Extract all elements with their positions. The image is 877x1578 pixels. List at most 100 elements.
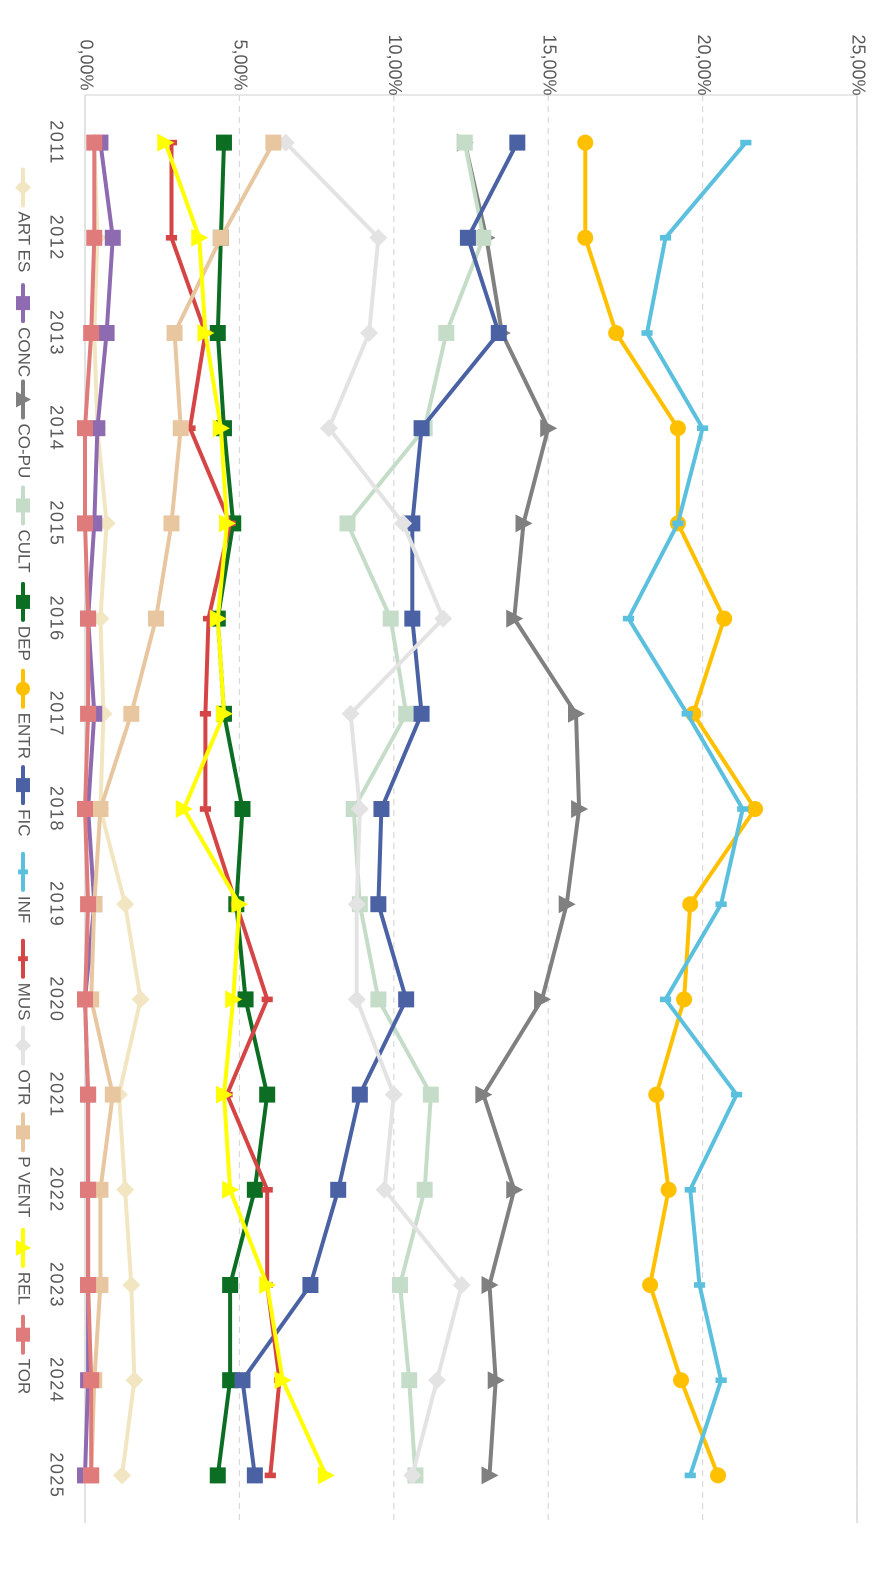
legend-item-mus: MUS (15, 938, 34, 1021)
data-point (672, 1372, 689, 1389)
data-point (681, 711, 693, 717)
series-rotated-group (77, 133, 764, 1485)
data-point (191, 228, 209, 247)
legend-item-dep: DEP (15, 581, 34, 661)
data-point (166, 325, 183, 341)
data-point (122, 1276, 141, 1294)
data-point (540, 419, 558, 438)
legend-label: DEP (15, 626, 34, 661)
data-point (391, 1277, 408, 1293)
data-point (404, 515, 421, 532)
data-point (347, 990, 366, 1009)
legend-label: MUS (15, 983, 34, 1021)
data-point (98, 325, 115, 341)
series-line (583, 140, 758, 1478)
series-line (626, 140, 748, 1478)
legend-label: CULT (15, 530, 34, 573)
data-point (77, 515, 93, 532)
data-point (123, 705, 140, 722)
y-tick-label: 25,00% (848, 34, 868, 95)
data-point (157, 133, 175, 152)
series-line (462, 140, 582, 1478)
data-point (669, 420, 686, 437)
data-point (265, 134, 282, 151)
x-tick-label: 2018 (46, 786, 66, 832)
series-rel (157, 133, 335, 1485)
data-point (231, 895, 249, 914)
data-point (92, 1181, 109, 1198)
data-point (222, 1180, 240, 1199)
legend-swatch-marker (16, 1125, 30, 1140)
series-tor (77, 134, 103, 1484)
x-tick-label: 2011 (46, 120, 66, 165)
legend-swatch-marker (16, 498, 30, 513)
data-point (219, 514, 237, 533)
x-tick-label: 2014 (46, 405, 66, 451)
legend-swatch-marker (16, 296, 30, 311)
data-point (608, 325, 625, 341)
legend-swatch-marker (16, 778, 30, 793)
data-point (715, 1377, 727, 1384)
data-point (490, 325, 507, 341)
legend-label: ART ES (15, 212, 34, 273)
data-point (104, 229, 121, 246)
data-point (534, 990, 552, 1009)
data-point (659, 996, 672, 1003)
data-point (116, 895, 135, 914)
data-point (199, 711, 212, 717)
data-point (264, 1472, 276, 1479)
data-point (515, 514, 533, 533)
data-point (567, 704, 585, 723)
data-point (509, 134, 526, 151)
data-point (92, 801, 109, 817)
data-point (422, 1086, 439, 1103)
data-point (80, 896, 97, 913)
data-point (83, 1467, 100, 1484)
data-point (382, 610, 399, 627)
legend-swatch-marker (16, 681, 30, 696)
data-point (672, 520, 684, 527)
data-point (261, 1187, 273, 1193)
data-point (360, 324, 379, 342)
legend-label: CONC (15, 327, 34, 377)
data-point (209, 1467, 226, 1484)
data-point (246, 1181, 263, 1198)
legend-item-conc: CONC (15, 283, 34, 377)
data-point (434, 609, 453, 628)
tick-labels: 0,00% 5,00% 10,00% 15,00% 20,00% 25,00% 2011 20… (46, 34, 868, 1498)
data-point (747, 801, 764, 817)
data-point (77, 991, 93, 1008)
legend-swatch-marker (16, 391, 31, 408)
data-point (370, 991, 387, 1008)
data-point (398, 705, 415, 722)
legend-item-co-pu: CO-PU (15, 379, 34, 478)
series-layer (77, 133, 764, 1485)
data-point (715, 901, 727, 908)
data-point (696, 425, 709, 431)
data-point (370, 896, 387, 913)
data-point (234, 801, 251, 817)
data-point (199, 806, 212, 812)
data-point (77, 420, 93, 437)
data-point (83, 1372, 100, 1389)
data-point (222, 1277, 239, 1293)
data-point (319, 419, 338, 438)
data-point (710, 1467, 727, 1484)
data-point (131, 990, 150, 1009)
data-point (302, 1277, 319, 1293)
data-point (558, 895, 576, 914)
data-point (506, 1180, 524, 1199)
data-point (428, 1371, 447, 1390)
x-tick-label: 2012 (46, 215, 66, 261)
legend-swatch-marker (15, 1037, 31, 1054)
data-point (165, 235, 178, 241)
legend-item-rel: REL (15, 1227, 34, 1305)
data-point (413, 705, 430, 722)
x-tick-label: 2020 (46, 976, 66, 1022)
data-point (622, 615, 635, 622)
y-tick-label: 15,00% (539, 34, 559, 95)
data-point (413, 420, 430, 437)
y-tick-label: 20,00% (694, 34, 714, 95)
data-point (113, 1466, 132, 1485)
